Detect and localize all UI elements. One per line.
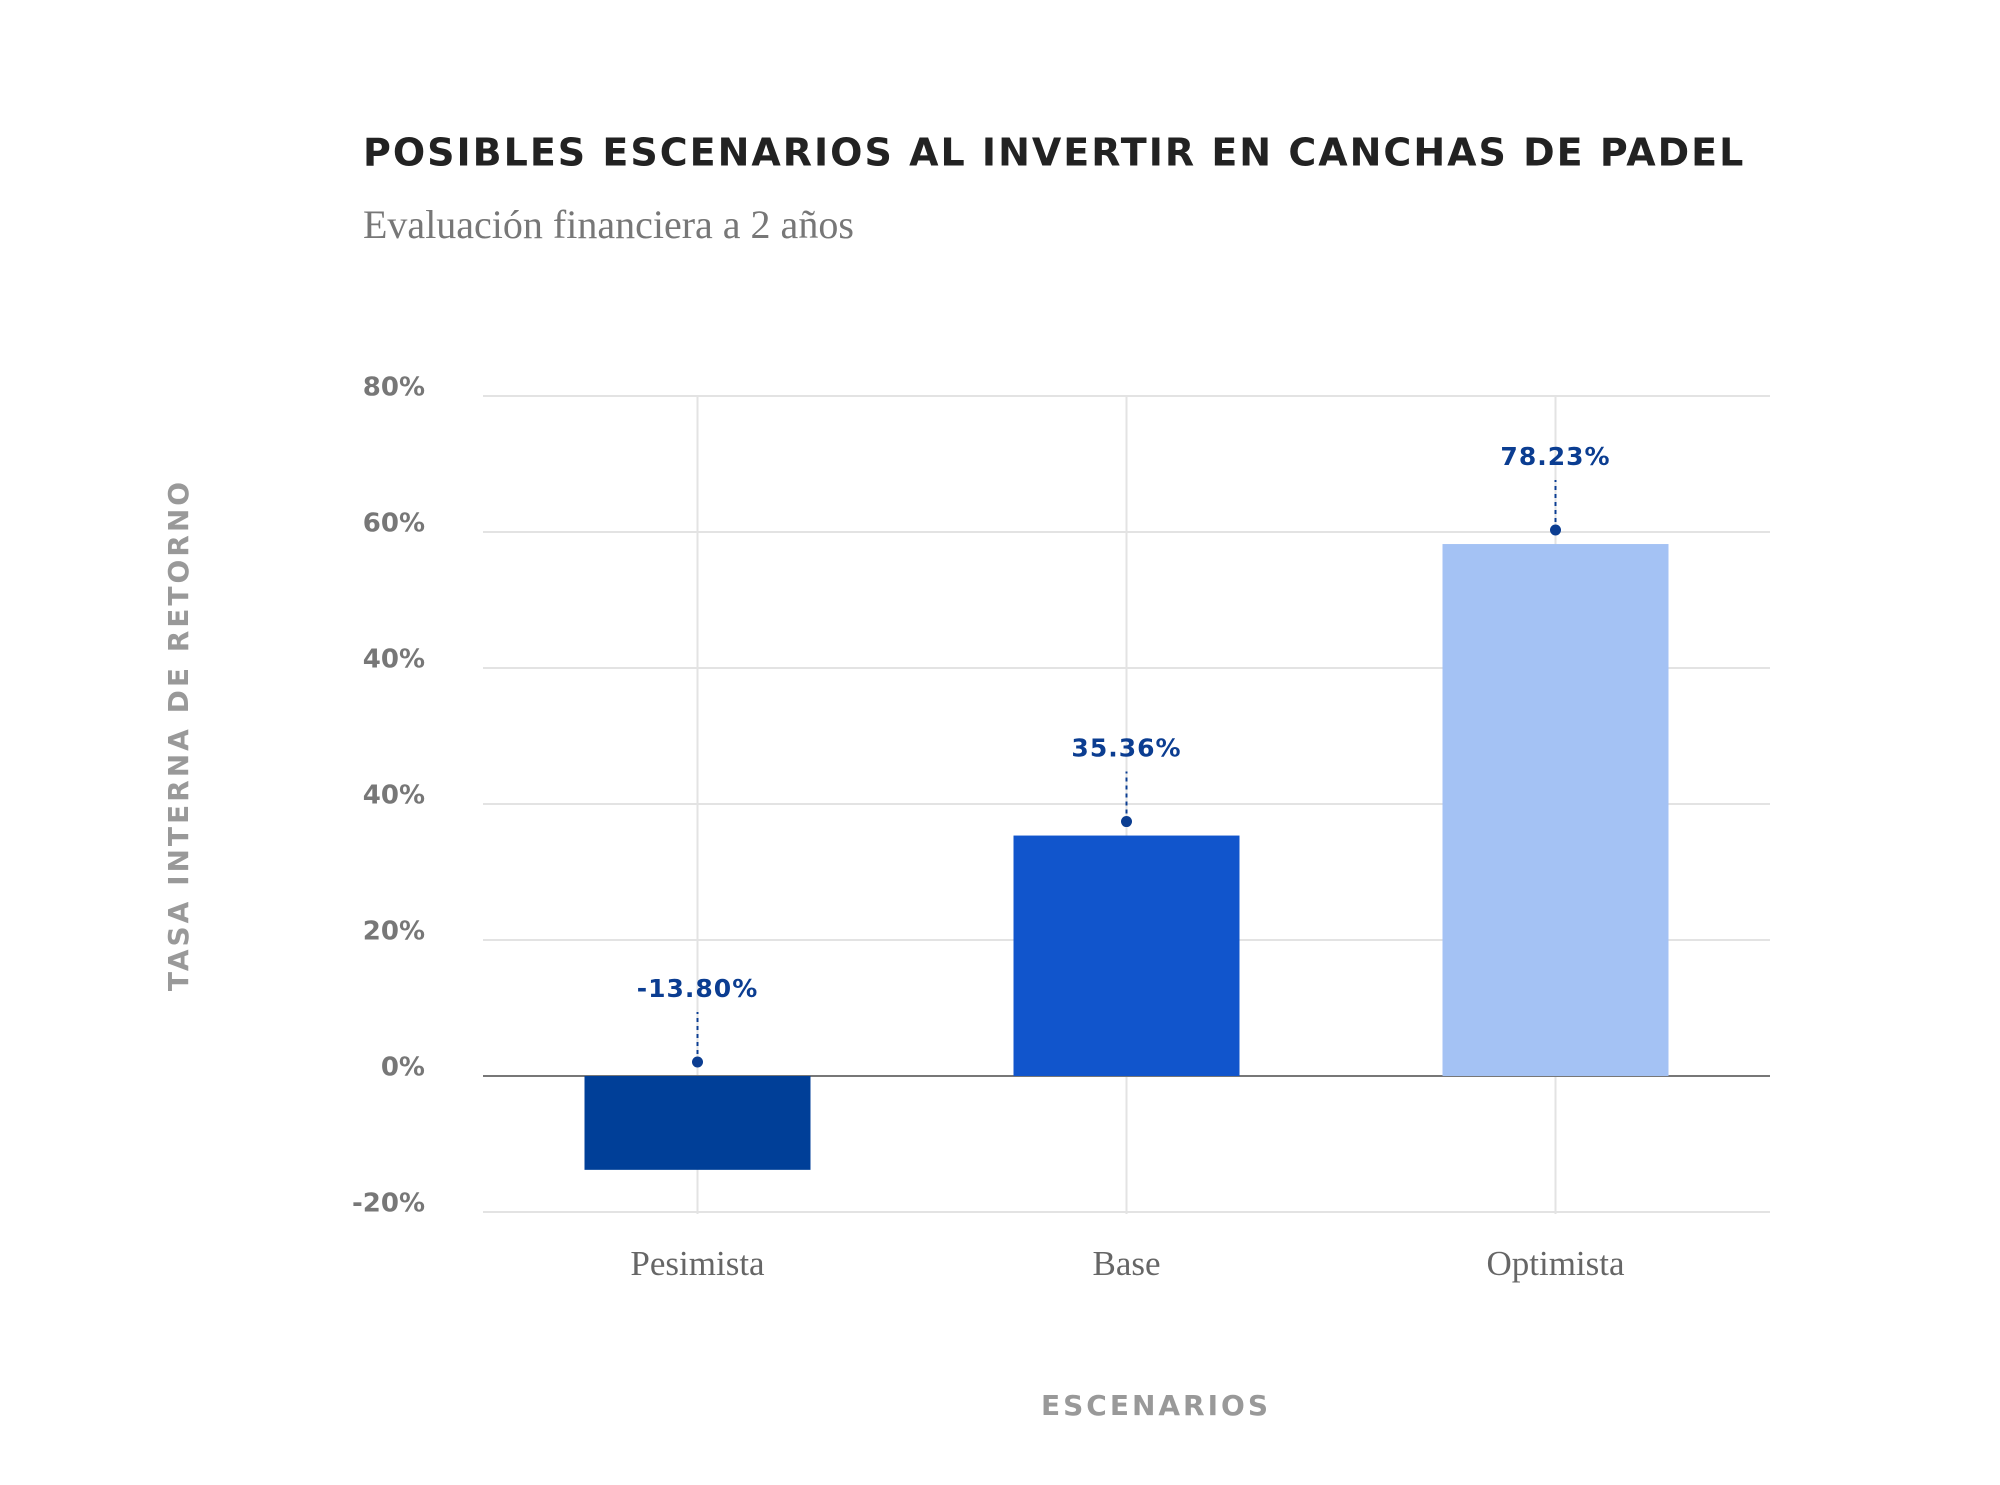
chart-title: POSIBLES ESCENARIOS AL INVERTIR EN CANCH… <box>363 131 1745 175</box>
y-tick-label: 40% <box>363 781 425 811</box>
x-tick-label: Optimista <box>1486 1244 1625 1283</box>
y-axis-label: TASA INTERNA DE RETORNO <box>162 479 195 991</box>
bar <box>1013 835 1240 1076</box>
x-tick-label: Base <box>1092 1244 1160 1283</box>
label-dot <box>692 1056 703 1068</box>
y-tick-label: 80% <box>363 373 425 403</box>
x-axis-label: ESCENARIOS <box>1041 1389 1271 1422</box>
bar <box>584 1076 811 1170</box>
x-tick-label: Pesimista <box>630 1244 765 1283</box>
label-dot <box>1550 524 1561 536</box>
y-tick-label: 40% <box>363 645 425 675</box>
y-tick-label: 60% <box>363 509 425 539</box>
value-label: 35.36% <box>1071 734 1181 763</box>
chart-subtitle: Evaluación financiera a 2 años <box>363 202 854 247</box>
value-label: -13.80% <box>637 974 759 1003</box>
label-dot <box>1121 816 1132 828</box>
y-tick-label: -20% <box>352 1189 425 1219</box>
y-tick-label: 20% <box>363 917 425 947</box>
value-label: 78.23% <box>1500 442 1610 471</box>
y-tick-label: 0% <box>381 1053 425 1083</box>
bar <box>1442 544 1669 1076</box>
